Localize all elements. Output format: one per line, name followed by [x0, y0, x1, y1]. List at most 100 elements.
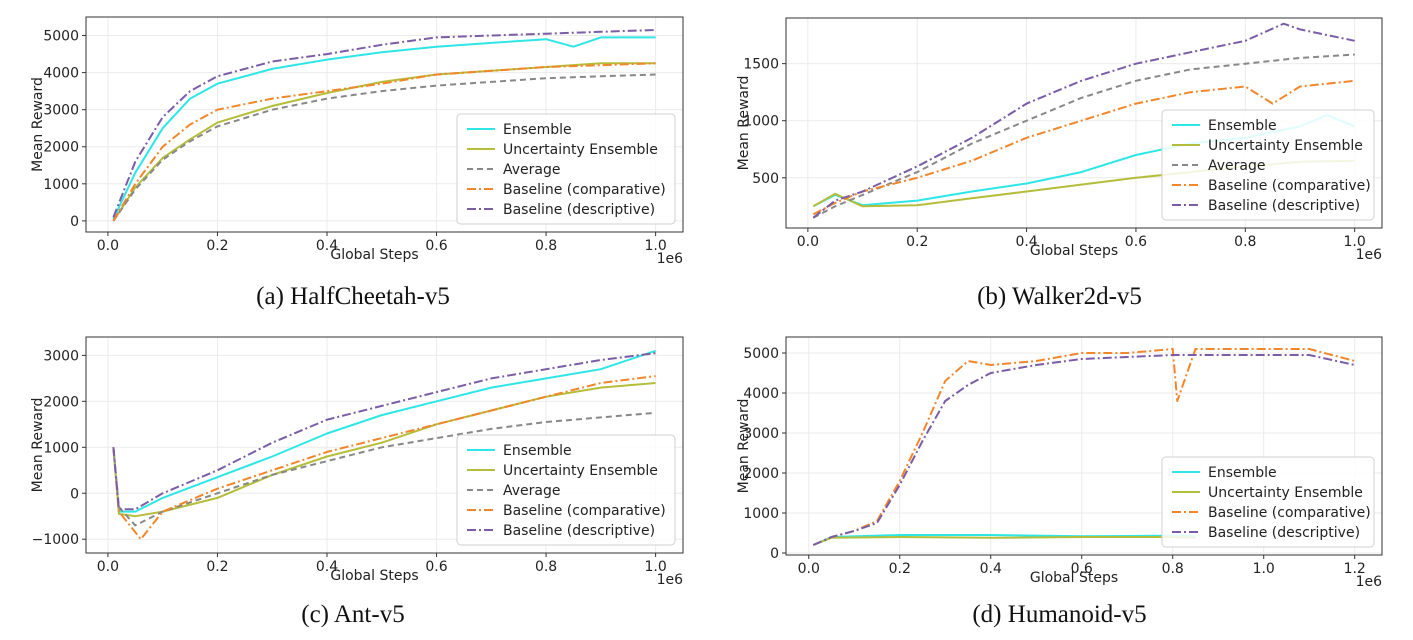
x-axis-label: Global Steps [330, 247, 418, 263]
y-tick-label: −1000 [32, 532, 79, 548]
legend-label: Uncertainty Ensemble [503, 142, 658, 158]
x-tick-label: 0.8 [1234, 234, 1256, 250]
x-tick-label: 0.8 [535, 238, 557, 254]
x-tick-label: 0.0 [798, 561, 820, 577]
x-axis-multiplier: 1e6 [1356, 574, 1383, 590]
legend-label: Baseline (comparative) [1208, 178, 1371, 194]
x-axis-label: Global Steps [330, 568, 418, 584]
legend-label: Uncertainty Ensemble [1208, 485, 1363, 501]
legend-label: Average [503, 162, 561, 178]
y-tick-label: 0 [70, 486, 79, 502]
legend-box [1161, 456, 1375, 548]
plot-frame [85, 16, 684, 233]
legend-label: Baseline (comparative) [503, 503, 666, 519]
y-tick-label: 1000 [743, 506, 779, 522]
caption-halfcheetah: (a) HalfCheetah-v5 [256, 283, 450, 310]
y-tick-label: 3000 [743, 426, 779, 442]
series-line [112, 349, 656, 513]
y-axis-label: Mean Reward [30, 77, 46, 172]
y-axis-label: Mean Reward [736, 76, 752, 171]
x-tick-label: 1.2 [1344, 561, 1366, 577]
plot-frame [785, 336, 1383, 556]
legend-box [456, 113, 676, 225]
legend-label: Ensemble [1208, 118, 1277, 134]
x-tick-label: 1.0 [1253, 561, 1275, 577]
y-tick-label: 1500 [743, 57, 779, 73]
series-line [812, 53, 1355, 219]
y-tick-label: 0 [70, 214, 79, 230]
legend-label: Baseline (comparative) [1208, 505, 1371, 521]
x-axis-label: Global Steps [1030, 243, 1118, 259]
y-tick-label: 3000 [43, 348, 79, 364]
legend-label: Baseline (comparative) [503, 182, 666, 198]
series-line [112, 411, 656, 527]
chart-svg-walker2d: 0.0 0.2 0.4 0.6 0.8 1.0 500 1000 1500 Global Step… [736, 17, 1383, 263]
x-tick-label: 0.6 [425, 559, 447, 575]
x-tick-label: 0.4 [316, 238, 338, 254]
y-tick-label: 1000 [43, 440, 79, 456]
series-line [812, 536, 1196, 546]
caption-walker2d: (b) Walker2d-v5 [977, 283, 1142, 310]
y-tick-label: 2000 [743, 466, 779, 482]
y-tick-label: 1000 [43, 177, 79, 193]
x-tick-label: 0.8 [535, 559, 557, 575]
chart-svg-humanoid: 0.0 0.2 0.4 0.6 0.8 1.0 1.2 0 1000 2000 3000 4000 50… [736, 336, 1383, 590]
legend-label: Average [503, 483, 561, 499]
y-axis-label: Mean Reward [736, 399, 752, 494]
x-tick-label: 0.4 [1015, 234, 1037, 250]
y-tick-label: 3000 [43, 103, 79, 119]
x-tick-label: 0.6 [425, 238, 447, 254]
legend-box [1161, 109, 1375, 221]
legend-label: Baseline (descriptive) [503, 202, 655, 218]
series-line [112, 352, 656, 511]
y-tick-label: 2000 [43, 140, 79, 156]
x-tick-label: 1.0 [644, 238, 666, 254]
x-tick-label: 1.0 [644, 559, 666, 575]
x-tick-label: 0.2 [906, 234, 928, 250]
legend-label: Baseline (descriptive) [1208, 525, 1360, 541]
x-tick-label: 0.2 [206, 559, 228, 575]
y-tick-label: 4000 [743, 386, 779, 402]
legend-box [456, 434, 676, 546]
legend-label: Ensemble [1208, 465, 1277, 481]
legend-label: Uncertainty Ensemble [1208, 138, 1363, 154]
y-tick-label: 0 [770, 546, 779, 562]
legend-label: Baseline (descriptive) [1208, 198, 1360, 214]
plot-frame [785, 17, 1383, 229]
legend-label: Ensemble [503, 443, 572, 459]
legend-label: Uncertainty Ensemble [503, 463, 658, 479]
x-tick-label: 0.2 [206, 238, 228, 254]
chart-panel-halfcheetah: 0.0 0.2 0.4 0.6 0.8 1.0 0 1000 2000 3000 4000 5000 G… [0, 0, 706, 320]
chart-panel-walker2d: 0.0 0.2 0.4 0.6 0.8 1.0 500 1000 1500 Global Step… [706, 0, 1413, 320]
legend-label: Ensemble [503, 122, 572, 138]
caption-humanoid: (d) Humanoid-v5 [972, 601, 1147, 628]
plot-frame [85, 336, 684, 554]
chart-svg-ant: 0.0 0.2 0.4 0.6 0.8 1.0 −1000 0 1000 2000 3000 Glob… [30, 336, 684, 588]
x-tick-label: 0.4 [980, 561, 1002, 577]
x-tick-label: 0.8 [1162, 561, 1184, 577]
chart-panel-ant: 0.0 0.2 0.4 0.6 0.8 1.0 −1000 0 1000 2000 3000 Glob… [0, 320, 706, 640]
series-line [812, 22, 1355, 219]
legend-label: Average [1208, 158, 1266, 174]
x-axis-multiplier: 1e6 [1356, 247, 1383, 263]
x-tick-label: 1.0 [1344, 234, 1366, 250]
legend-label: Baseline (descriptive) [503, 523, 655, 539]
y-tick-label: 5000 [43, 29, 79, 45]
chart-svg-halfcheetah: 0.0 0.2 0.4 0.6 0.8 1.0 0 1000 2000 3000 4000 5000 G… [30, 16, 684, 267]
series-line [812, 354, 1355, 546]
x-tick-label: 0.6 [1071, 561, 1093, 577]
x-axis-label: Global Steps [1030, 570, 1118, 586]
series-line [812, 348, 1355, 546]
x-tick-label: 0.0 [797, 234, 819, 250]
series-line [112, 62, 656, 222]
x-axis-multiplier: 1e6 [657, 251, 684, 267]
y-tick-label: 4000 [43, 66, 79, 82]
y-tick-label: 500 [752, 171, 779, 187]
y-axis-label: Mean Reward [30, 398, 46, 493]
series-line [112, 36, 656, 220]
y-tick-label: 2000 [43, 394, 79, 410]
x-tick-label: 0.0 [97, 559, 119, 575]
x-tick-label: 0.6 [1125, 234, 1147, 250]
x-tick-label: 0.4 [316, 559, 338, 575]
chart-panel-humanoid: 0.0 0.2 0.4 0.6 0.8 1.0 1.2 0 1000 2000 3000 4000 50… [706, 320, 1413, 640]
